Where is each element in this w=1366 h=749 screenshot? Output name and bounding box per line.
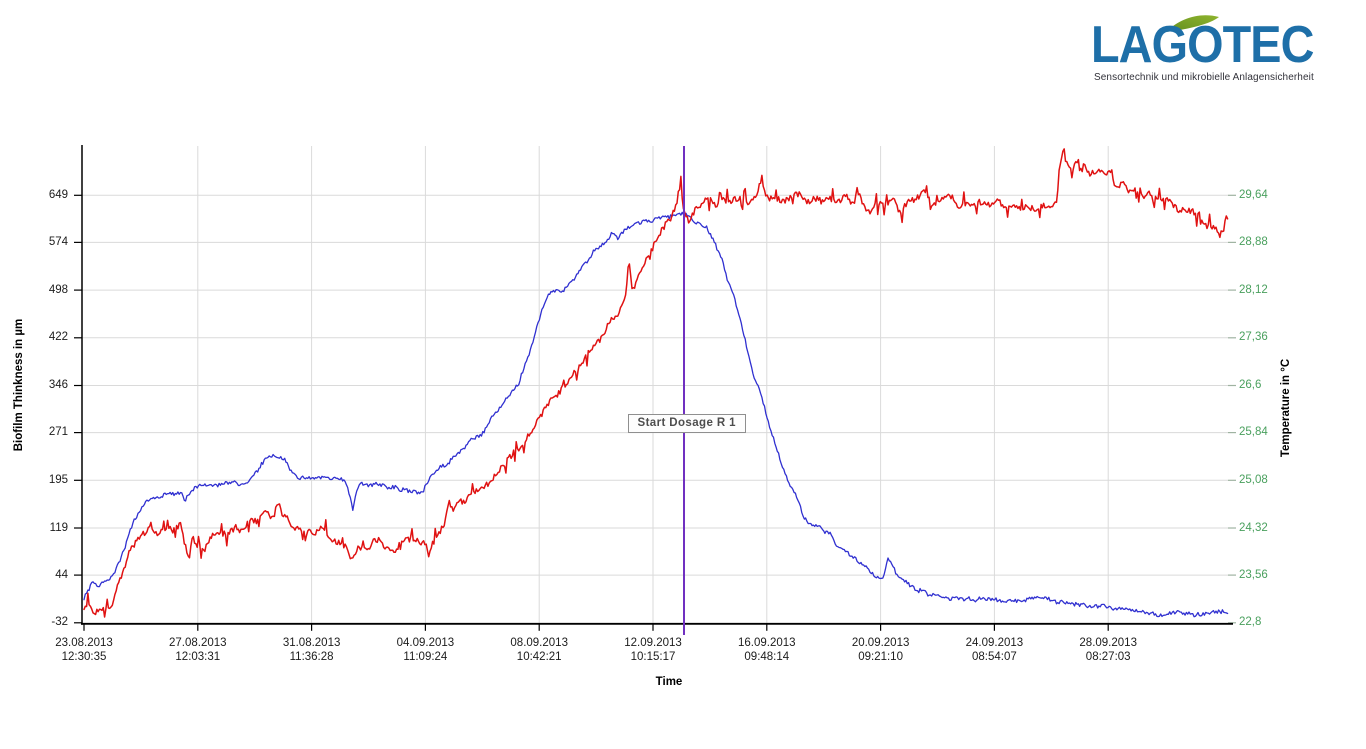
y-tick-label-left: 574	[48, 235, 68, 248]
y-tick-label-left: 422	[48, 331, 68, 344]
y-tick-label-right: 28,12	[1239, 283, 1268, 296]
x-axis-title: Time	[655, 676, 683, 688]
x-tick-date: 04.09.2013	[396, 637, 455, 649]
x-tick-label: 28.09.2013 08:27:03	[1051, 637, 1165, 664]
x-tick-label: 08.09.2013 10:42:21	[482, 637, 596, 664]
x-tick-label: 31.08.2013 11:36:28	[255, 637, 369, 664]
logo-leaf-icon	[1166, 15, 1219, 32]
biofilm-thickness-curve	[83, 211, 1229, 618]
x-tick-date: 27.08.2013	[169, 637, 227, 649]
y-tick-label-right: 23,56	[1239, 568, 1268, 581]
y-tick-label-right: 22,8	[1239, 616, 1262, 629]
x-tick-time: 12:03:31	[175, 650, 221, 663]
temperature-curve	[83, 148, 1229, 618]
y-tick-label-left: 271	[48, 426, 68, 439]
x-tick-time: 08:54:07	[972, 650, 1017, 663]
y-tick-label-right: 25,08	[1239, 473, 1268, 486]
x-tick-date: 24.09.2013	[965, 637, 1024, 649]
x-tick-date: 12.09.2013	[624, 637, 682, 649]
y-tick-label-right: 28,88	[1239, 235, 1268, 248]
y-tick-label-left: 119	[49, 521, 68, 534]
x-tick-date: 31.08.2013	[282, 637, 341, 649]
x-tick-date: 23.08.2013	[55, 637, 113, 649]
x-tick-time: 11:09:24	[403, 650, 448, 663]
x-tick-date: 28.09.2013	[1079, 637, 1137, 649]
y-tick-label-left: 346	[48, 379, 68, 391]
y-tick-label-right: 24,32	[1239, 521, 1268, 534]
y-tick-label-left: -32	[51, 616, 68, 629]
x-tick-label: 24.09.2013 08:54:07	[937, 637, 1051, 664]
x-tick-label: 04.09.2013 11:09:24	[368, 637, 482, 664]
logo-tagline: Sensortechnik und mikrobielle Anlagensic…	[1094, 72, 1314, 83]
y-tick-label-right: 25,84	[1239, 426, 1268, 439]
x-tick-date: 16.09.2013	[738, 637, 796, 649]
dosage-marker-line	[682, 146, 685, 635]
y-tick-label-right: 26,6	[1239, 379, 1262, 391]
y-tick-label-left: 498	[48, 283, 68, 296]
x-tick-date: 08.09.2013	[510, 637, 568, 649]
x-tick-label: 12.09.2013 10:15:17	[596, 637, 710, 664]
logo-wordmark: LAGOTEC	[1091, 16, 1314, 74]
x-tick-time: 12:30:35	[61, 650, 107, 663]
x-tick-date: 20.09.2013	[851, 637, 910, 649]
x-tick-time: 11:36:28	[289, 650, 334, 663]
y-tick-label-left: 195	[48, 473, 68, 486]
x-tick-label: 23.08.2013 12:30:35	[27, 637, 141, 664]
x-tick-label: 16.09.2013 09:48:14	[710, 637, 824, 664]
y-tick-label-right: 29,64	[1239, 188, 1268, 201]
x-tick-time: 09:48:14	[744, 650, 790, 663]
y-axis-title-right: Temperature in °C	[1280, 358, 1292, 458]
y-tick-label-left: 44	[55, 568, 68, 581]
dosage-annotation-label: Start Dosage R 1	[627, 414, 746, 433]
y-tick-label-right: 27,36	[1239, 331, 1268, 344]
x-tick-time: 08:27:03	[1085, 650, 1131, 663]
x-tick-label: 20.09.2013 09:21:10	[824, 637, 938, 664]
x-tick-time: 10:15:17	[630, 650, 676, 663]
x-tick-time: 10:42:21	[516, 650, 562, 663]
y-tick-label-left: 649	[48, 188, 68, 201]
x-tick-label: 27.08.2013 12:03:31	[141, 637, 255, 664]
lagotec-logo: LAGOTEC Sensortechnik und mikrobielle An…	[1080, 8, 1340, 88]
x-tick-time: 09:21:10	[858, 650, 903, 663]
